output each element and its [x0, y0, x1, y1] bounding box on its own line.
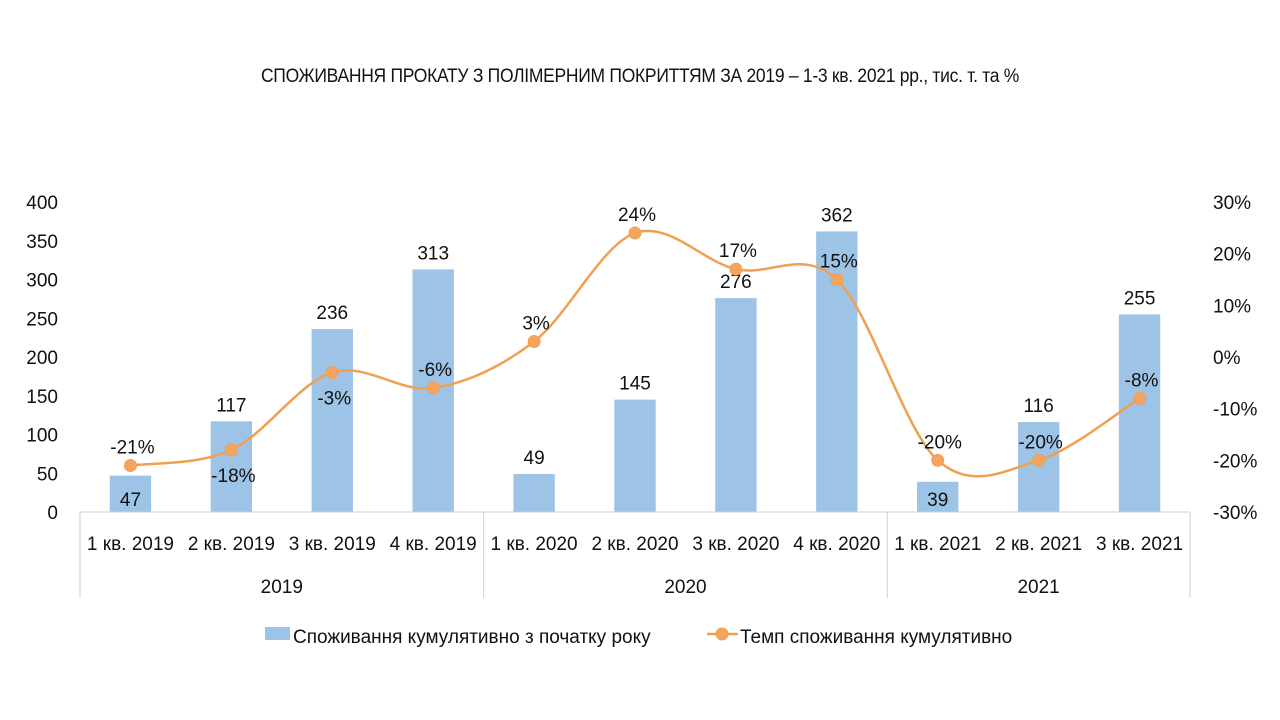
x-tick-label: 2 кв. 2019: [188, 534, 275, 555]
line-point: [830, 273, 844, 286]
x-tick-label: 2 кв. 2021: [995, 534, 1082, 555]
bar-value-label: 49: [524, 448, 545, 469]
bar-value-label: 362: [821, 205, 853, 226]
line-value-label: -20%: [1018, 432, 1062, 453]
legend-label-bars: Споживання кумулятивно з початку року: [293, 627, 651, 648]
line-point: [628, 226, 642, 240]
line-point: [729, 262, 743, 276]
legend-marker-swatch: [715, 627, 729, 641]
line-value-label: 3%: [522, 314, 550, 335]
x-tick-label: 4 кв. 2020: [793, 534, 880, 555]
x-tick-label: 3 кв. 2021: [1096, 534, 1183, 555]
y-left-tick-label: 200: [26, 348, 58, 369]
line-value-label: -21%: [110, 438, 154, 459]
bar-value-label: 47: [120, 490, 141, 511]
chart-title: СПОЖИВАННЯ ПРОКАТУ З ПОЛІМЕРНИМ ПОКРИТТЯ…: [260, 66, 1020, 87]
y-right-tick-label: 0%: [1213, 348, 1241, 369]
bar: [715, 298, 757, 512]
bar-value-label: 313: [417, 243, 449, 264]
y-left-tick-label: 100: [26, 426, 58, 447]
y-right-tick-label: -30%: [1213, 503, 1257, 524]
bar: [210, 421, 253, 512]
y-right-tick-label: 30%: [1213, 193, 1251, 214]
bar: [1017, 422, 1060, 512]
legend-label-line: Темп споживання кумулятивно: [740, 627, 1012, 648]
bar-value-label: 276: [720, 272, 752, 293]
bar-value-label: 117: [216, 395, 246, 416]
bar: [917, 481, 959, 512]
bar-value-label: 145: [619, 374, 651, 395]
y-left-tick-label: 300: [26, 271, 58, 292]
bar: [109, 475, 152, 512]
y-right-tick-label: -10%: [1213, 400, 1257, 421]
y-right-tick-label: 10%: [1213, 296, 1251, 317]
line-point: [426, 381, 440, 395]
line-point: [1133, 391, 1147, 405]
x-tick-label: 2 кв. 2020: [591, 534, 678, 555]
bar: [614, 399, 656, 512]
line-value-label: 17%: [719, 241, 757, 262]
y-right-tick-label: -20%: [1213, 451, 1257, 472]
x-group-label: 2021: [1017, 577, 1059, 598]
line-value-label: -6%: [418, 360, 452, 381]
y-left-tick-label: 250: [26, 309, 58, 330]
y-left-tick-label: 350: [26, 232, 58, 253]
x-group-label: 2019: [261, 577, 303, 598]
bar-value-label: 236: [316, 303, 348, 324]
x-tick-label: 4 кв. 2019: [390, 534, 477, 555]
bar: [513, 474, 555, 512]
line-value-label: 24%: [618, 205, 656, 226]
bar-value-label: 255: [1124, 288, 1156, 309]
x-tick-label: 3 кв. 2020: [692, 534, 779, 555]
y-left-tick-label: 150: [26, 387, 58, 408]
bar: [1118, 314, 1161, 512]
y-left-tick-label: 50: [37, 464, 58, 485]
x-tick-label: 3 кв. 2019: [289, 534, 376, 555]
legend-swatch-bars: [265, 627, 290, 640]
line-point: [224, 443, 238, 457]
line-point: [527, 335, 541, 348]
line-point: [325, 366, 339, 379]
x-tick-label: 1 кв. 2020: [491, 534, 578, 555]
line-value-label: 15%: [820, 252, 858, 273]
line-point: [123, 459, 137, 472]
x-group-label: 2020: [664, 577, 706, 598]
x-tick-label: 1 кв. 2019: [87, 534, 174, 555]
line-value-label: -8%: [1125, 370, 1159, 391]
line-value-label: -20%: [918, 432, 962, 453]
y-left-tick-label: 0: [47, 503, 58, 524]
line-point: [931, 453, 945, 467]
bar-value-label: 116: [1023, 396, 1053, 417]
line-point: [1032, 453, 1046, 467]
bar-value-label: 39: [927, 490, 948, 511]
y-left-tick-label: 400: [26, 193, 58, 214]
line-value-label: -3%: [317, 389, 351, 410]
x-tick-label: 1 кв. 2021: [894, 534, 981, 555]
y-right-tick-label: 20%: [1213, 245, 1251, 266]
bar: [311, 329, 353, 512]
line-value-label: -18%: [211, 466, 255, 487]
